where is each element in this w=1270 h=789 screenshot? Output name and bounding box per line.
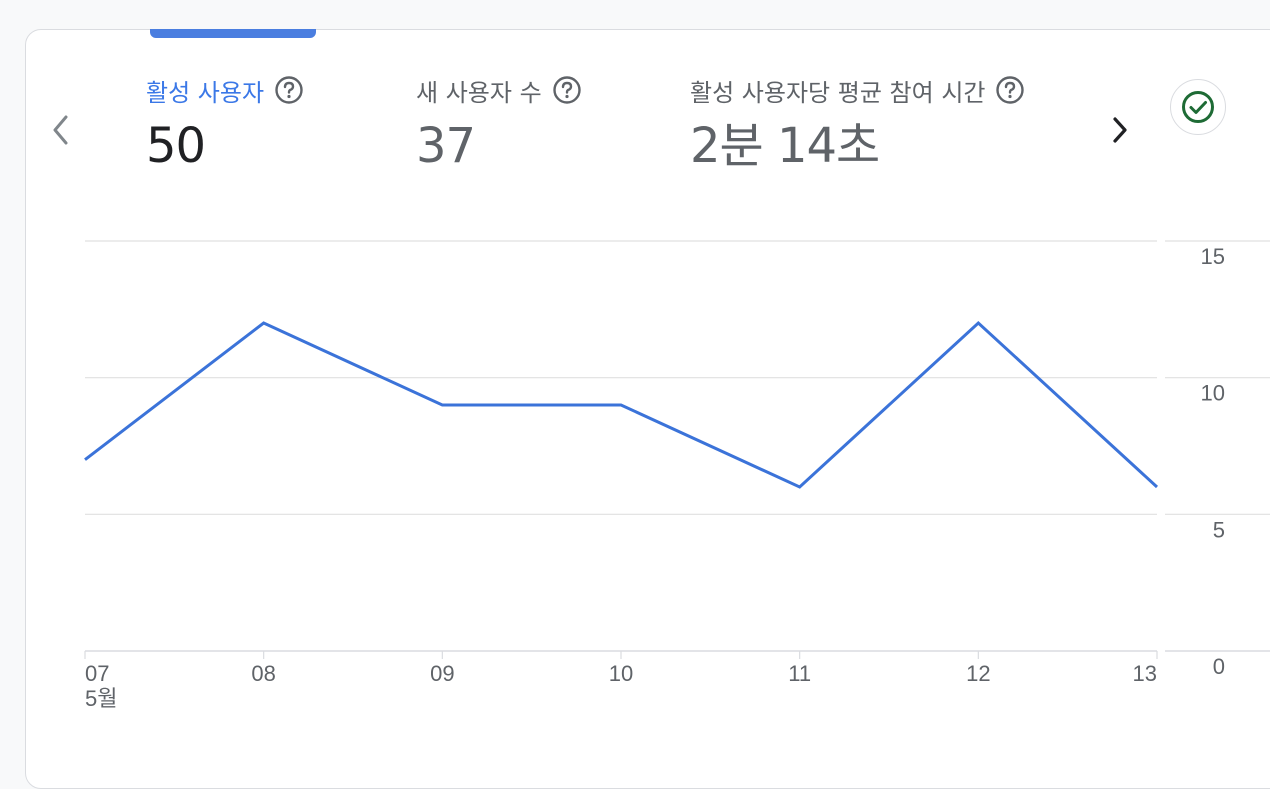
x-tick-label: 12 <box>966 661 990 686</box>
help-icon[interactable] <box>552 75 582 105</box>
x-axis-ticks: 07 08 09 10 11 12 13 5월 <box>84 651 1158 711</box>
chevron-right-icon <box>1113 117 1127 143</box>
x-month-label: 5월 <box>85 686 117 711</box>
check-circle-icon <box>1182 91 1214 123</box>
y-axis-ticks: 0 5 10 15 <box>1201 244 1225 679</box>
metric-value: 50 <box>146 118 206 174</box>
line-chart: 0 5 10 15 07 08 09 10 11 12 13 5월 <box>84 240 1270 711</box>
x-tick-label: 10 <box>609 661 633 686</box>
series-layer <box>84 320 1159 489</box>
metric-avg-engagement-time[interactable]: 활성 사용자당 평균 참여 시간 2분 14초 <box>690 70 1025 174</box>
metric-active-users[interactable]: 활성 사용자 50 <box>146 70 304 174</box>
status-badge[interactable] <box>1170 79 1226 135</box>
metric-value: 37 <box>416 118 476 174</box>
metric-new-users[interactable]: 새 사용자 수 37 <box>416 70 582 174</box>
y-tick-label: 15 <box>1201 244 1225 269</box>
x-tick-label: 09 <box>430 661 454 686</box>
series-line <box>84 320 1159 489</box>
chart-card <box>25 29 1270 789</box>
metric-label: 활성 사용자당 평균 참여 시간 <box>690 78 986 107</box>
x-tick-label: 13 <box>1133 661 1157 686</box>
y-tick-label: 10 <box>1201 381 1225 406</box>
metric-label: 활성 사용자 <box>146 78 265 107</box>
x-tick-label: 08 <box>251 661 275 686</box>
y-tick-label: 5 <box>1213 517 1225 542</box>
gridlines <box>85 240 1270 652</box>
y-tick-label: 0 <box>1213 654 1225 679</box>
x-tick-label: 07 <box>85 661 109 686</box>
metric-value: 2분 14초 <box>690 118 880 174</box>
help-icon[interactable] <box>995 75 1025 105</box>
prev-metrics-button[interactable] <box>45 110 77 150</box>
metric-label: 새 사용자 수 <box>416 78 542 107</box>
help-icon[interactable] <box>274 75 304 105</box>
chevron-left-icon <box>53 115 68 145</box>
x-tick-label: 11 <box>788 661 811 686</box>
next-metrics-button[interactable] <box>1102 110 1138 150</box>
active-tab-indicator <box>150 29 316 38</box>
